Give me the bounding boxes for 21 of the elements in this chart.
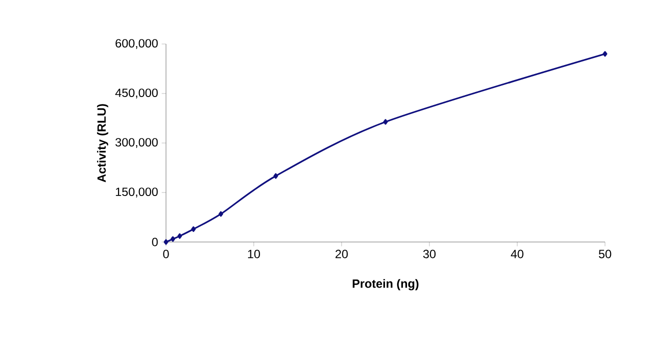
- point: [383, 119, 388, 125]
- x-axis-title: Protein (ng): [352, 279, 418, 290]
- point: [177, 233, 182, 239]
- point: [273, 173, 278, 179]
- point: [191, 226, 196, 232]
- point: [170, 236, 176, 242]
- y-axis-title: Activity (RLU): [97, 104, 108, 182]
- y-tick-label: 0: [152, 238, 158, 246]
- x-tick-label: 30: [423, 250, 436, 258]
- y-tick-label: 300,000: [115, 138, 158, 148]
- point: [602, 51, 608, 57]
- x-tick-label: 20: [336, 250, 348, 258]
- y-tick-label: 450,000: [115, 88, 158, 98]
- x-tick-label: 50: [598, 250, 612, 258]
- x-tick-label: 0: [163, 250, 169, 258]
- point: [218, 211, 224, 217]
- x-tick-label: 10: [248, 250, 260, 258]
- y-tick-label: 150,000: [116, 188, 158, 198]
- y-tick-label: 600,000: [116, 39, 158, 49]
- x-tick-label: 40: [510, 250, 524, 258]
- point: [164, 239, 168, 245]
